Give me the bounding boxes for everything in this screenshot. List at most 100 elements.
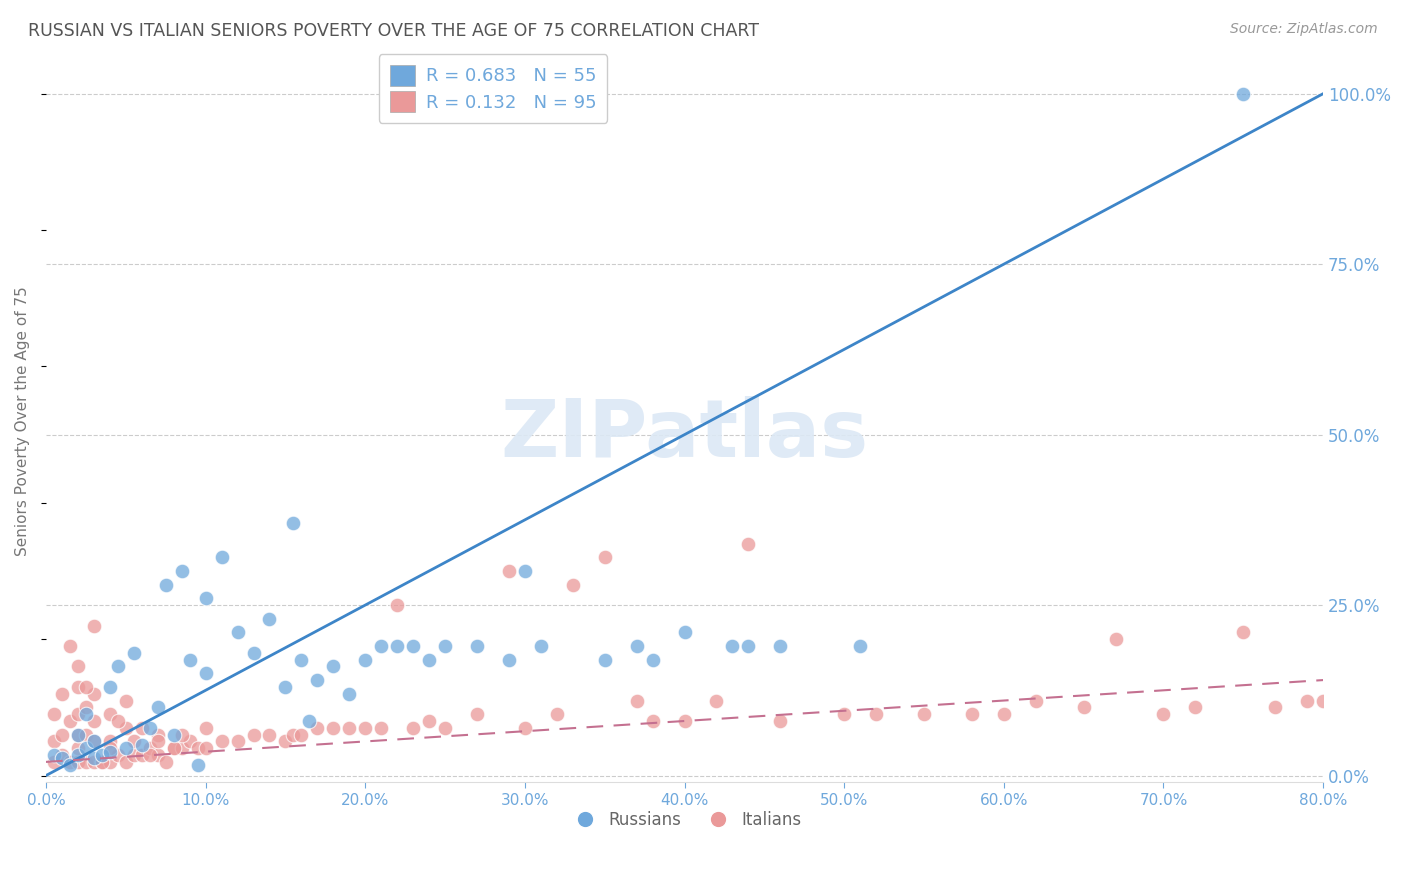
Point <box>90 755 112 769</box>
Point <box>98 734 121 748</box>
Text: Source: ZipAtlas.com: Source: ZipAtlas.com <box>1230 22 1378 37</box>
Point <box>593 550 616 565</box>
Point <box>641 652 664 666</box>
Point <box>385 639 408 653</box>
Point <box>83 618 105 632</box>
Point <box>1296 693 1319 707</box>
Point <box>51 751 73 765</box>
Point <box>163 741 186 756</box>
Point <box>194 666 217 681</box>
Point <box>83 751 105 765</box>
Point <box>75 755 97 769</box>
Point <box>1153 707 1175 722</box>
Point <box>402 721 425 735</box>
Point <box>513 721 536 735</box>
Point <box>1264 700 1286 714</box>
Point <box>337 721 360 735</box>
Point <box>163 741 186 756</box>
Point <box>259 728 281 742</box>
Point <box>170 728 193 742</box>
Point <box>75 728 97 742</box>
Point <box>673 625 696 640</box>
Point <box>211 734 233 748</box>
Point <box>737 537 759 551</box>
Point <box>187 741 209 756</box>
Point <box>131 748 153 763</box>
Point <box>114 755 136 769</box>
Point <box>706 693 728 707</box>
Point <box>146 734 169 748</box>
Point <box>737 639 759 653</box>
Point <box>211 550 233 565</box>
Point <box>194 741 217 756</box>
Point <box>307 673 329 687</box>
Point <box>146 700 169 714</box>
Point <box>641 714 664 728</box>
Point <box>83 734 105 748</box>
Point <box>402 639 425 653</box>
Point <box>370 639 392 653</box>
Point <box>194 721 217 735</box>
Point <box>960 707 983 722</box>
Point <box>98 741 121 756</box>
Point <box>626 639 648 653</box>
Point <box>66 707 89 722</box>
Point <box>131 721 153 735</box>
Point <box>865 707 887 722</box>
Point <box>114 741 136 756</box>
Point <box>66 680 89 694</box>
Text: RUSSIAN VS ITALIAN SENIORS POVERTY OVER THE AGE OF 75 CORRELATION CHART: RUSSIAN VS ITALIAN SENIORS POVERTY OVER … <box>28 22 759 40</box>
Point <box>322 721 344 735</box>
Point <box>114 693 136 707</box>
Text: ZIPatlas: ZIPatlas <box>501 396 869 475</box>
Point <box>42 755 65 769</box>
Point <box>513 564 536 578</box>
Point <box>290 728 312 742</box>
Point <box>122 646 145 660</box>
Point <box>83 755 105 769</box>
Point <box>561 577 583 591</box>
Point <box>107 748 129 763</box>
Point <box>59 714 82 728</box>
Point <box>337 687 360 701</box>
Point <box>434 639 457 653</box>
Point <box>298 714 321 728</box>
Point <box>283 728 305 742</box>
Point <box>83 687 105 701</box>
Point <box>226 625 249 640</box>
Point <box>122 734 145 748</box>
Point <box>187 758 209 772</box>
Point <box>75 707 97 722</box>
Point <box>83 734 105 748</box>
Point <box>51 728 73 742</box>
Point <box>849 639 872 653</box>
Point <box>418 652 440 666</box>
Point <box>194 591 217 606</box>
Point <box>1232 87 1254 101</box>
Point <box>98 680 121 694</box>
Point <box>146 728 169 742</box>
Point <box>290 652 312 666</box>
Point <box>75 680 97 694</box>
Point <box>1025 693 1047 707</box>
Point <box>131 738 153 752</box>
Point <box>1232 625 1254 640</box>
Point <box>170 564 193 578</box>
Point <box>465 707 488 722</box>
Point <box>107 659 129 673</box>
Point <box>283 516 305 531</box>
Point <box>66 748 89 763</box>
Point <box>42 748 65 763</box>
Point <box>530 639 553 653</box>
Point <box>832 707 855 722</box>
Point <box>139 721 162 735</box>
Point <box>226 734 249 748</box>
Point <box>274 734 297 748</box>
Point <box>354 721 377 735</box>
Point <box>90 755 112 769</box>
Point <box>42 734 65 748</box>
Point <box>593 652 616 666</box>
Point <box>179 734 201 748</box>
Point <box>673 714 696 728</box>
Point <box>107 714 129 728</box>
